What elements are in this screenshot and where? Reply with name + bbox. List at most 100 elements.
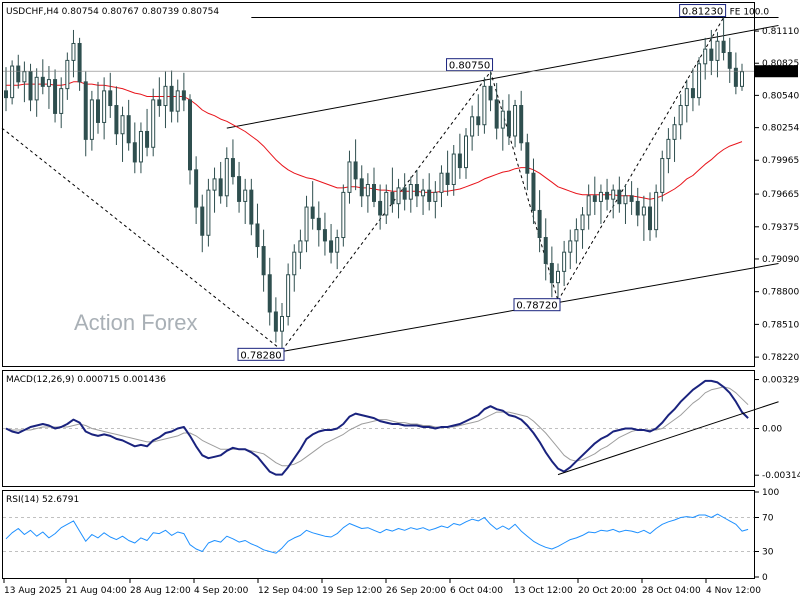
candle (727, 37, 732, 83)
time-tick-label: 28 Aug 12:00 (130, 586, 191, 596)
macd-tick-label: 0.003293 (762, 376, 800, 386)
candle-body (77, 42, 82, 83)
candle-body (114, 105, 119, 135)
candle-body (89, 99, 94, 140)
candle-body (715, 40, 720, 61)
candle (267, 257, 272, 326)
candle (237, 161, 242, 213)
candle (506, 94, 511, 146)
candle (457, 133, 462, 179)
candle (697, 57, 702, 106)
candle-body (181, 90, 186, 101)
candle-body (175, 90, 180, 112)
candle (298, 229, 303, 270)
candle-body (500, 110, 505, 129)
watermark: Action Forex (74, 310, 198, 335)
candle-body (592, 195, 597, 202)
time-tick-label: 26 Sep 20:00 (386, 586, 446, 596)
candle (464, 128, 468, 179)
candle (206, 178, 211, 247)
candle-body (10, 65, 15, 99)
candle-body (71, 42, 76, 61)
candle-body (347, 161, 352, 193)
pivot-price-text: 0.80750 (449, 61, 490, 72)
candle-body (96, 99, 100, 123)
price-tick-label: 0.80254 (762, 124, 799, 134)
candle-body (335, 237, 340, 253)
macd-trendline (557, 401, 779, 476)
candle-body (635, 200, 640, 216)
candle (59, 77, 64, 129)
candle (22, 61, 27, 103)
candle (562, 240, 567, 287)
candle (83, 71, 88, 157)
candle (157, 77, 162, 117)
candle (10, 60, 15, 105)
candle-body (494, 99, 499, 129)
candle-body (531, 172, 536, 211)
candle-body (316, 217, 321, 231)
time-tick-label: 13 Oct 12:00 (514, 586, 573, 596)
candle (384, 184, 389, 224)
candle-body (206, 189, 211, 236)
candle-body (629, 195, 634, 202)
candle-body (648, 206, 652, 231)
candle (163, 71, 168, 129)
candle-body (304, 206, 309, 242)
candle-body (421, 189, 426, 197)
candle (120, 106, 125, 162)
candle (322, 212, 327, 256)
candle-body (145, 130, 150, 148)
candle-body (310, 206, 315, 219)
candle-body (322, 229, 327, 242)
candle-body (4, 90, 8, 99)
candle-body (390, 191, 395, 205)
pivot-label: 0.78720 (513, 298, 561, 312)
candle (365, 173, 370, 213)
candle-body (709, 48, 714, 61)
candle-body (482, 85, 487, 126)
pivot-label: 0.81230 (679, 4, 727, 18)
candle (280, 302, 284, 351)
candle (188, 94, 192, 185)
candle (224, 147, 229, 208)
candle (4, 67, 8, 112)
candle (212, 167, 217, 213)
candle-body (402, 187, 407, 200)
candle (451, 145, 456, 196)
price-tick-label: 0.80825 (762, 59, 799, 69)
candle (525, 133, 530, 191)
candle (740, 63, 744, 91)
candle-body (543, 237, 548, 264)
candle (89, 90, 94, 151)
candle (292, 244, 297, 292)
candle (476, 94, 481, 136)
candle-body (678, 105, 683, 126)
candle (629, 181, 634, 215)
candle-body (433, 191, 438, 202)
rsi-label: RSI(14) 52.6791 (6, 495, 79, 505)
candle (513, 99, 518, 148)
candle-body (427, 189, 432, 202)
candle (347, 150, 352, 204)
candle (243, 178, 248, 224)
candle (46, 66, 51, 109)
candle (721, 17, 726, 61)
candle (359, 165, 364, 208)
candle-body (138, 130, 143, 163)
candle-body (464, 135, 468, 169)
candle (372, 167, 376, 208)
rsi-tick-label: 100 (762, 488, 779, 498)
candle (310, 181, 315, 230)
candle (414, 169, 419, 208)
candle-body (34, 76, 39, 101)
candle (623, 184, 628, 224)
candle-body (188, 99, 192, 171)
candle-body (697, 63, 702, 99)
candle-body (329, 240, 334, 253)
candle (71, 29, 76, 78)
candle-body (611, 189, 616, 200)
candle-body (83, 81, 88, 140)
candle (200, 194, 205, 253)
candle (34, 68, 39, 117)
